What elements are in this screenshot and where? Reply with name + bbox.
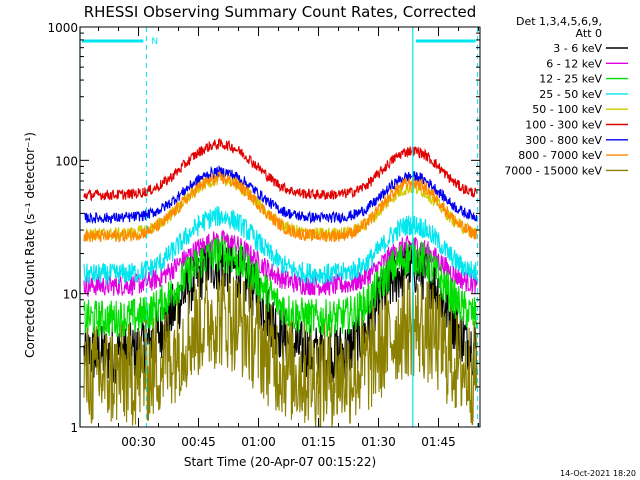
legend-entry-label: 7000 - 15000 keV <box>504 164 602 177</box>
plot-frame <box>79 26 481 428</box>
legend: Det 1,3,4,5,6,9,Att 0 3 - 6 keV 6 - 12 keV… <box>504 15 628 177</box>
legend-entry-label: 50 - 100 keV <box>532 103 602 116</box>
series-line-3 <box>83 235 478 338</box>
y-tick-label: 1000 <box>47 21 78 35</box>
legend-entry-label: 12 - 25 keV <box>539 73 602 86</box>
saa-flag-label: N <box>151 37 158 47</box>
series-line-2 <box>83 229 478 298</box>
legend-entry-label: 800 - 7000 keV <box>518 149 602 162</box>
series-line-1 <box>83 235 478 384</box>
series-line-8 <box>83 170 478 243</box>
series-line-4 <box>83 205 478 285</box>
x-tick-label: 00:30 <box>121 435 156 449</box>
series-layer <box>83 138 478 428</box>
legend-entry-label: 25 - 50 keV <box>539 88 602 101</box>
y-tick-label: 10 <box>63 288 78 302</box>
axes-layer: 1 10 100 1000 00:30 00:45 01:00 01:15 01:30 01:45 <box>47 21 481 449</box>
chart-title: RHESSI Observing Summary Count Rates, Co… <box>84 3 477 21</box>
legend-header-line: Att 0 <box>576 27 602 40</box>
x-tick-label: 01:00 <box>241 435 276 449</box>
y-tick-label: 1 <box>70 421 78 435</box>
series-line-9 <box>83 269 478 428</box>
legend-header-line: Det 1,3,4,5,6,9, <box>516 15 602 28</box>
x-tick-label: 01:30 <box>361 435 396 449</box>
legend-entry-label: 100 - 300 keV <box>525 119 602 132</box>
series-line-6 <box>83 138 478 202</box>
x-tick-label: 01:45 <box>421 435 456 449</box>
series-line-7 <box>83 164 478 225</box>
legend-entry-label: 300 - 800 keV <box>525 134 602 147</box>
x-tick-label: 00:45 <box>181 435 216 449</box>
legend-entry-label: 6 - 12 keV <box>546 57 602 70</box>
y-axis-label: Corrected Count Rate (s⁻¹ detector⁻¹) <box>23 132 37 358</box>
x-tick-label: 01:15 <box>301 435 336 449</box>
legend-entry-label: 3 - 6 keV <box>553 42 602 55</box>
timestamp-label: 14-Oct-2021 18:20 <box>560 469 636 478</box>
y-tick-label: 100 <box>55 154 78 168</box>
x-axis-label: Start Time (20-Apr-07 00:15:22) <box>184 455 376 469</box>
